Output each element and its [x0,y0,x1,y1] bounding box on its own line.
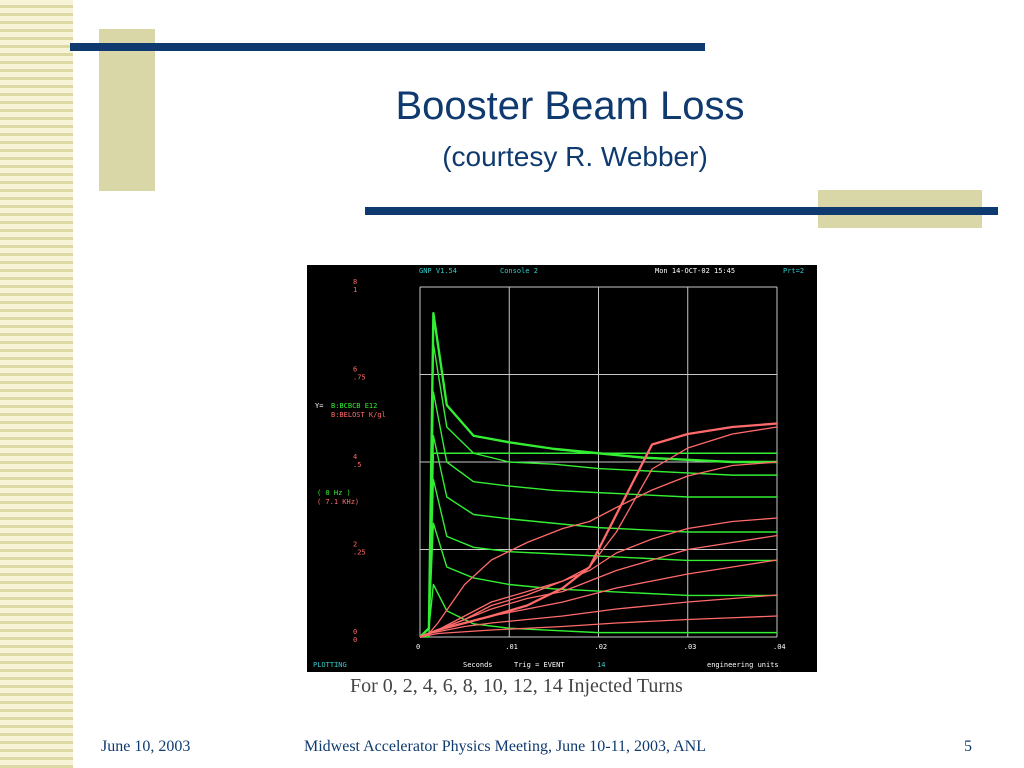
freq-label-1: ( 0 Hz ) [317,489,351,497]
x-tick-label: .02 [595,643,608,651]
x-tick-label: 0 [416,643,420,651]
plot-trig-label: Trig = EVENT [514,661,565,669]
x-tick-label: .01 [505,643,518,651]
plot-header-left: GNP V1.54 [419,267,457,275]
left-stripe-decoration [0,0,73,768]
footer-page-number: 5 [964,738,972,755]
green-intensity-trace [419,522,777,638]
plot-seconds-label: Seconds [463,661,493,669]
y-def-red: B:BELOST K/gl [331,411,386,419]
green-traces [419,312,777,638]
slide-subtitle: (courtesy R. Webber) [442,141,708,172]
title-rule-bottom [365,207,998,215]
plot-canvas: GNP V1.54 Console 2 Mon 14-OCT-02 15:45 … [313,267,804,669]
y-tick-label-green-axis: 2 [353,541,357,549]
plot-header-right: Prt=2 [783,267,804,275]
y-def-label: Y= [315,402,323,410]
freq-label-2: ( 7.1 KHz) [317,498,359,506]
plot-header-date: Mon 14-OCT-02 15:45 [655,267,735,275]
footer-meeting: Midwest Accelerator Physics Meeting, Jun… [304,738,707,755]
y-tick-label-red-axis: .5 [353,461,361,469]
green-intensity-trace [419,391,777,638]
y-tick-label-green-axis: 4 [353,453,357,461]
y-tick-label-red-axis: 1 [353,286,357,294]
y-tick-label-red-axis: .25 [353,549,366,557]
y-tick-label-green-axis: 8 [353,278,357,286]
title-rule-top [70,43,705,51]
green-intensity-trace [419,343,777,638]
plot-units-label: engineering units [707,661,779,669]
green-intensity-trace [419,478,777,638]
green-intensity-trace [419,583,777,638]
oscilloscope-plot: GNP V1.54 Console 2 Mon 14-OCT-02 15:45 … [307,265,817,672]
tan-accent-block-left [99,29,155,191]
y-tick-label-green-axis: 0 [353,628,357,636]
x-axis-ticks: 0 .01 .02 .03 .04 [416,643,786,651]
plot-event-number: 14 [597,661,605,669]
y-tick-label-green-axis: 6 [353,366,357,374]
slide-title: Booster Beam Loss [395,84,745,128]
y-def-green: B:BCBCB E12 [331,402,377,410]
footer-date: June 10, 2003 [101,738,191,755]
green-intensity-trace [419,435,777,638]
red-traces [419,422,778,639]
x-tick-label: .04 [773,643,786,651]
figure-caption: For 0, 2, 4, 6, 8, 10, 12, 14 Injected T… [350,675,683,697]
y-axis-ticks: 00 2.25 4.5 6.75 81 [353,278,366,644]
red-loss-trace [419,615,778,638]
y-tick-label-red-axis: .75 [353,374,366,382]
red-loss-trace [419,594,778,638]
red-loss-trace [419,461,778,638]
plot-status: PLOTTING [313,661,347,669]
plot-header-console: Console 2 [500,267,538,275]
y-tick-label-red-axis: 0 [353,636,357,644]
red-loss-trace [419,559,778,638]
x-tick-label: .03 [684,643,697,651]
